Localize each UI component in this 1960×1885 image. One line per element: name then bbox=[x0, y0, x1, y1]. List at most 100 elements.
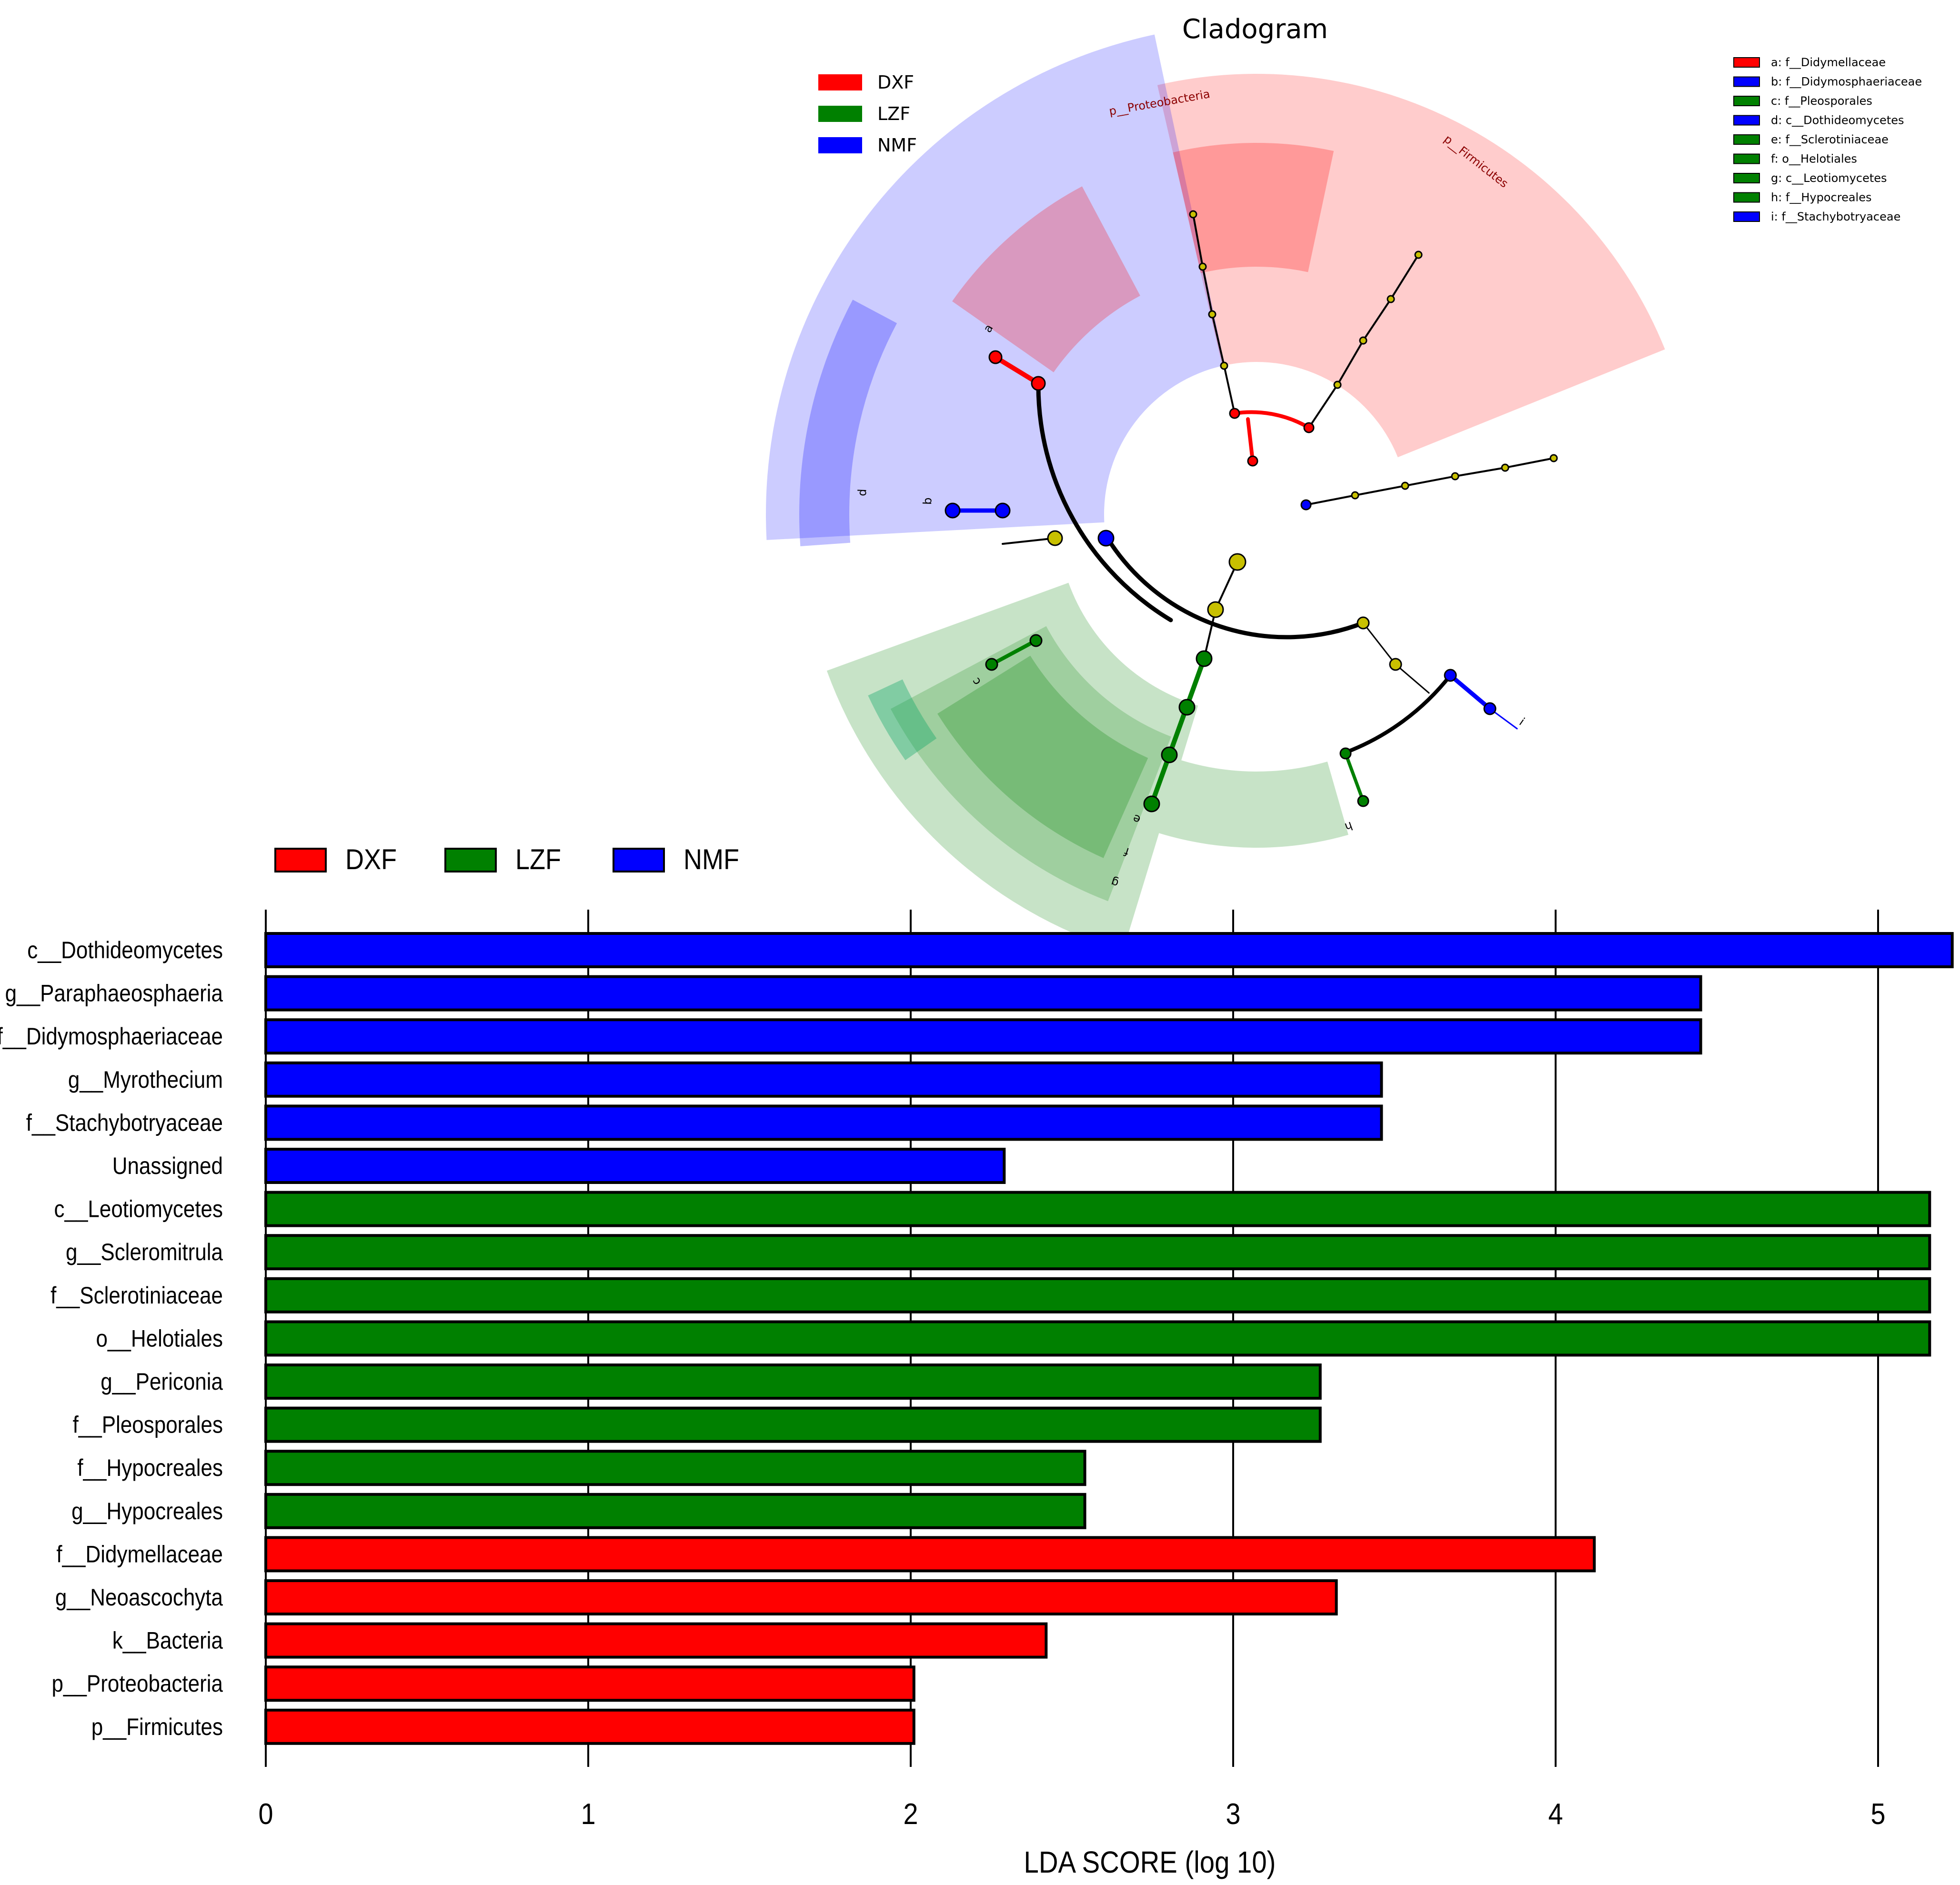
bar-f__Pleosporales bbox=[264, 1406, 1322, 1443]
tree-node bbox=[1333, 381, 1342, 389]
x-tick-label-1: 1 bbox=[581, 1798, 595, 1830]
category-label: o__Helotiales bbox=[96, 1325, 223, 1352]
tree-node bbox=[1198, 262, 1207, 271]
lda-legend-swatch-dxf bbox=[274, 848, 327, 872]
category-label: Unassigned bbox=[112, 1152, 223, 1179]
bar-c__Leotiomycetes bbox=[264, 1191, 1931, 1227]
legend-label-dxf: DXF bbox=[877, 72, 914, 93]
bar-g__Scleromitrula bbox=[264, 1234, 1931, 1271]
category-label: f__Pleosporales bbox=[73, 1411, 223, 1438]
sector-proteobacteria-inner bbox=[1173, 143, 1334, 273]
tree-node bbox=[1189, 210, 1197, 219]
tree-node bbox=[1414, 251, 1423, 259]
key-swatch bbox=[1733, 173, 1760, 183]
tree-node bbox=[1031, 376, 1046, 391]
tree-node bbox=[1178, 699, 1196, 716]
bar-f__Stachybotryaceae bbox=[264, 1104, 1383, 1141]
key-label: i: f__Stachybotryaceae bbox=[1771, 210, 1900, 223]
branch-left-inner bbox=[1002, 537, 1056, 545]
tree-node bbox=[1228, 553, 1246, 571]
key-label: a: f__Didymellaceae bbox=[1771, 56, 1886, 69]
bar-f__Didymosphaeriaceae bbox=[264, 1018, 1702, 1055]
key-label: c: f__Pleosporales bbox=[1771, 94, 1872, 108]
tree-node bbox=[1451, 472, 1459, 481]
lda-x-ticks: 0 1 2 3 4 5 bbox=[258, 1798, 1885, 1830]
bar-Unassigned bbox=[264, 1148, 1006, 1184]
category-label: p__Firmicutes bbox=[91, 1713, 223, 1740]
lda-x-axis-label: LDA SCORE (log 10) bbox=[1024, 1845, 1276, 1879]
branch-h bbox=[1344, 752, 1365, 803]
tree-node bbox=[1303, 422, 1315, 433]
category-label: g__Periconia bbox=[101, 1368, 223, 1394]
tree-node bbox=[945, 502, 961, 519]
branch-right-line bbox=[1305, 457, 1555, 506]
x-tick-label-5: 5 bbox=[1870, 1798, 1885, 1830]
tree-node bbox=[1483, 702, 1497, 715]
tree-arc-clade-a bbox=[993, 355, 1041, 386]
legend-label-nmf: NMF bbox=[877, 135, 917, 156]
legend-label-lzf: LZF bbox=[877, 103, 910, 124]
category-label: g__Scleromitrula bbox=[66, 1239, 223, 1265]
lda-legend: DXF LZF NMF bbox=[274, 843, 739, 876]
key-swatch bbox=[1733, 115, 1760, 126]
bar-g__Hypocreales bbox=[264, 1493, 1086, 1529]
bar-k__Bacteria bbox=[264, 1622, 1048, 1659]
category-label: k__Bacteria bbox=[112, 1627, 223, 1654]
bar-f__Didymellaceae bbox=[264, 1536, 1596, 1573]
bar-p__Proteobacteria bbox=[264, 1665, 915, 1702]
category-label: c__Dothideomycetes bbox=[27, 936, 223, 963]
branch-i bbox=[1448, 673, 1492, 711]
x-tick-label-3: 3 bbox=[1226, 1798, 1240, 1830]
tree-arc-proteobacteria bbox=[1233, 410, 1311, 430]
lda-legend-swatch-lzf bbox=[444, 848, 497, 872]
bar-g__Periconia bbox=[264, 1364, 1322, 1400]
lda-legend-swatch-nmf bbox=[613, 848, 665, 872]
cladogram-key: a: f__Didymellaceae b: f__Didymosphaeriac… bbox=[1733, 56, 1922, 223]
x-tick-label-0: 0 bbox=[258, 1798, 273, 1830]
key-swatch bbox=[1733, 57, 1760, 68]
sector-h bbox=[1159, 760, 1348, 848]
bar-c__Dothideomycetes bbox=[264, 932, 1954, 968]
branch-g bbox=[1149, 656, 1206, 806]
tree-node bbox=[1300, 499, 1312, 511]
key-swatch bbox=[1733, 211, 1760, 222]
lda-bars bbox=[264, 932, 1954, 1745]
bar-g__Paraphaeosphaeria bbox=[264, 975, 1702, 1012]
tree-node bbox=[1387, 295, 1395, 303]
lda-legend-label-dxf: DXF bbox=[345, 843, 397, 875]
legend-swatch-dxf bbox=[818, 74, 862, 90]
tree-node bbox=[1357, 795, 1369, 807]
key-label: f: o__Helotiales bbox=[1771, 152, 1857, 166]
bar-g__Neoascochyta bbox=[264, 1579, 1338, 1615]
lda-legend-label-lzf: LZF bbox=[515, 843, 561, 875]
category-label: g__Hypocreales bbox=[71, 1497, 223, 1524]
tree-node bbox=[1549, 454, 1558, 462]
category-label: f__Didymellaceae bbox=[56, 1541, 223, 1567]
category-label: g__Myrothecium bbox=[68, 1066, 223, 1093]
tree-arc-bottom bbox=[1105, 536, 1366, 640]
tree-node bbox=[1501, 463, 1509, 472]
tree-node bbox=[1401, 481, 1409, 490]
tree-node bbox=[995, 502, 1011, 519]
tree-node bbox=[1097, 530, 1115, 547]
bar-o__Helotiales bbox=[264, 1320, 1931, 1357]
key-label: d: c__Dothideomycetes bbox=[1771, 114, 1904, 127]
tree-node bbox=[1247, 455, 1258, 467]
sector-sclerotiniaceae bbox=[937, 655, 1148, 858]
key-label: e: f__Sclerotiniaceae bbox=[1771, 133, 1889, 146]
tree-arc-left bbox=[1036, 381, 1173, 622]
bar-p__Firmicutes bbox=[264, 1708, 915, 1745]
category-label: f__Didymosphaeriaceae bbox=[0, 1023, 223, 1050]
tree-node bbox=[1196, 650, 1213, 667]
category-label: g__Neoascochyta bbox=[55, 1584, 223, 1610]
tree-node bbox=[1220, 361, 1228, 370]
bar-f__Hypocreales bbox=[264, 1450, 1086, 1486]
bar-f__Sclerotiniaceae bbox=[264, 1277, 1931, 1313]
branch-proteobacteria-sub bbox=[1246, 417, 1255, 463]
tree-node bbox=[1047, 530, 1063, 546]
tree-node bbox=[1143, 795, 1160, 812]
category-label: f__Stachybotryaceae bbox=[26, 1109, 223, 1136]
tree-node bbox=[1351, 491, 1359, 500]
sector-b bbox=[799, 300, 897, 546]
category-label: p__Proteobacteria bbox=[52, 1670, 223, 1697]
